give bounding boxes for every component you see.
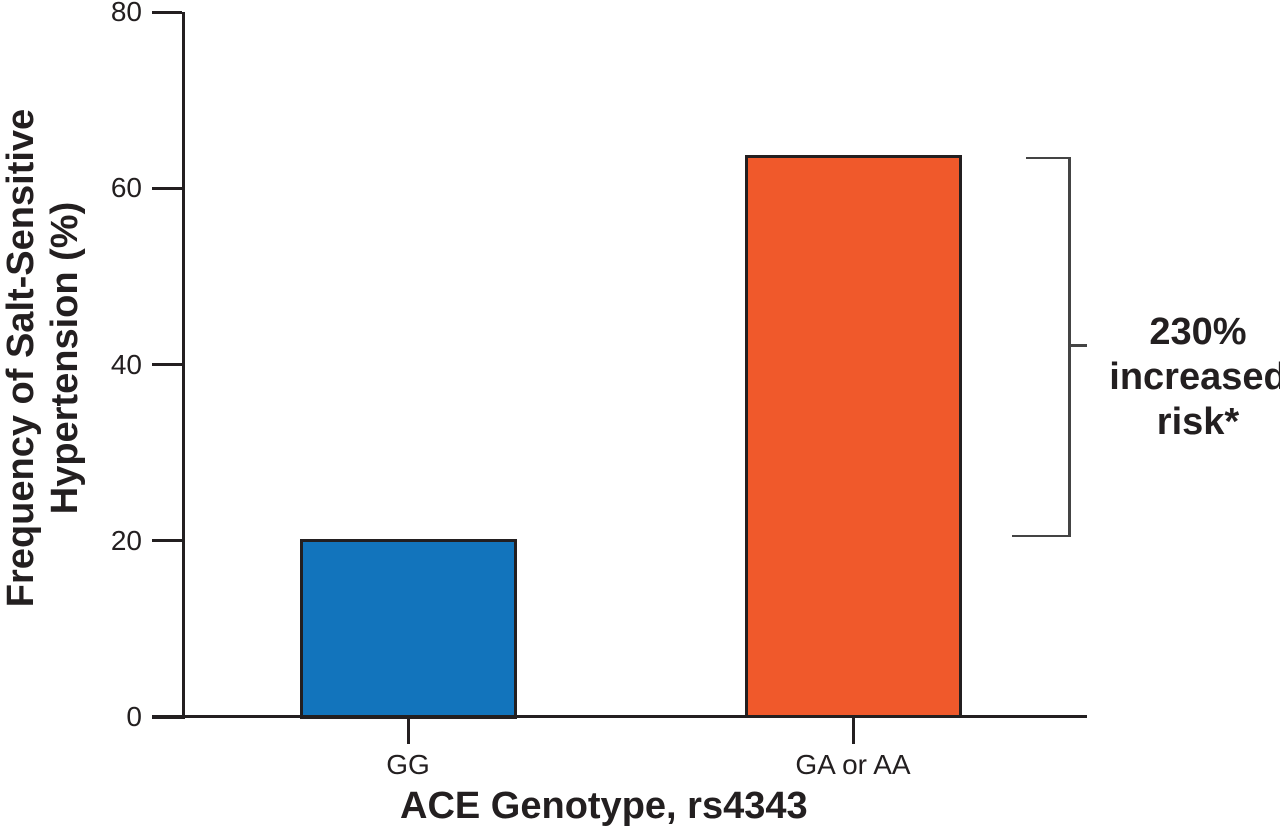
x-axis-line [152,715,1087,718]
risk-annotation-line-2: increased [1109,356,1280,398]
risk-annotation-line-3: risk* [1156,401,1240,443]
risk-annotation: 230% increased risk* [1093,310,1280,445]
x-category-label-1: GG [386,749,430,780]
risk-annotation-line-1: 230% [1149,311,1247,353]
y-tick-label-0: 0 [126,701,142,732]
y-tick-label-80: 80 [110,0,142,27]
y-tick-60 [152,186,182,190]
bracket-middle-tick [1068,344,1087,347]
y-axis-title-line-1: Frequency of Salt-Sensitive [0,108,42,608]
bracket-top-arm [1026,156,1068,160]
x-axis-title: ACE Genotype, rs4343 [400,785,808,827]
y-tick-label-60: 60 [110,172,142,204]
bracket-bottom-arm [1012,534,1068,538]
y-tick-label-20: 20 [110,524,142,556]
bar-gg [299,539,517,719]
y-tick-40 [152,363,182,366]
y-tick-label-40: 40 [110,348,142,380]
x-category-label-2: GA or AA [795,749,911,780]
x-tick-1 [406,717,410,744]
y-tick-80 [152,10,182,14]
x-tick-2 [851,717,855,744]
y-tick-20 [152,539,182,543]
bar-ga-or-aa [744,155,962,719]
y-axis-line [182,12,185,719]
